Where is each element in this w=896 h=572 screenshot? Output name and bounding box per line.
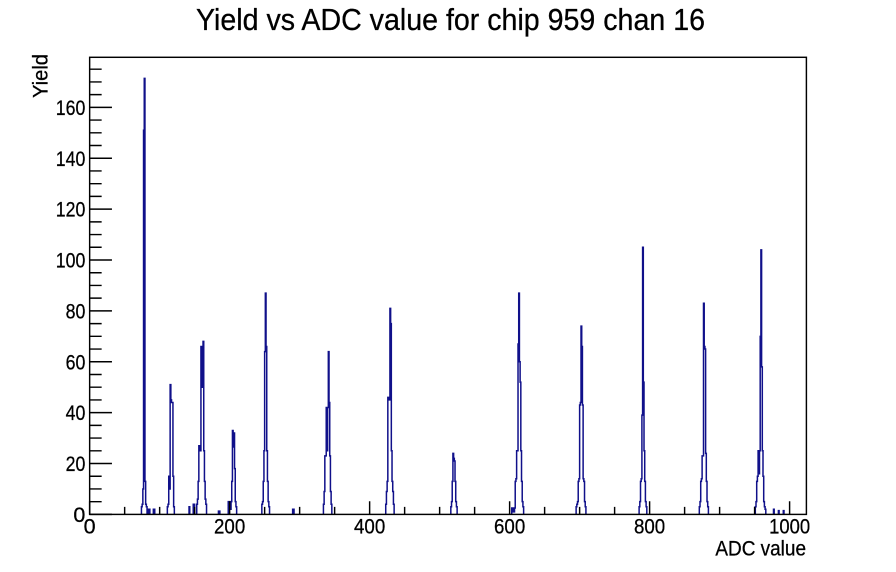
svg-text:80: 80 bbox=[66, 299, 86, 323]
svg-text:600: 600 bbox=[494, 515, 525, 539]
svg-text:20: 20 bbox=[66, 452, 86, 476]
svg-text:0: 0 bbox=[84, 515, 96, 539]
svg-text:200: 200 bbox=[214, 515, 245, 539]
svg-text:Yield: Yield bbox=[29, 54, 52, 98]
svg-text:160: 160 bbox=[56, 96, 86, 120]
svg-text:60: 60 bbox=[66, 350, 86, 374]
svg-text:Yield vs ADC value for chip 95: Yield vs ADC value for chip 959 chan 16 bbox=[196, 4, 705, 37]
svg-text:800: 800 bbox=[634, 515, 665, 539]
svg-text:0: 0 bbox=[73, 503, 85, 527]
svg-text:400: 400 bbox=[354, 515, 385, 539]
svg-text:40: 40 bbox=[66, 401, 86, 425]
svg-text:1000: 1000 bbox=[769, 515, 810, 539]
svg-text:140: 140 bbox=[56, 147, 86, 171]
svg-text:ADC value: ADC value bbox=[715, 538, 806, 561]
svg-text:100: 100 bbox=[56, 249, 86, 273]
svg-text:120: 120 bbox=[56, 198, 86, 222]
